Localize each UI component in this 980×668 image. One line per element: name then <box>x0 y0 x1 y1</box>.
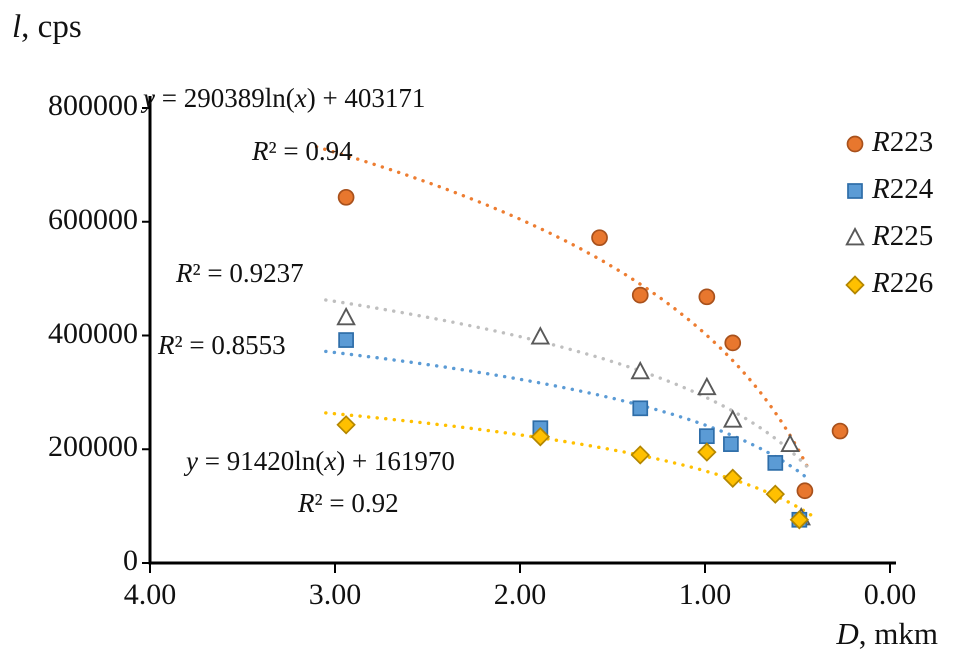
y-tick-label: 600000 <box>48 202 138 236</box>
r226-r-squared: R² = 0.92 <box>298 488 399 518</box>
y-tick-label: 200000 <box>48 430 138 464</box>
legend-item-R226: R226 <box>842 267 933 300</box>
y-tick-label: 0 <box>123 544 138 577</box>
x-tick-label: 0.00 <box>863 578 917 611</box>
legend-label-R223: R223 <box>872 126 934 158</box>
r226-equation: y = 91420ln(x) + 161970 <box>186 446 455 476</box>
series-R224 <box>338 332 808 528</box>
x-tick-label: 1.00 <box>678 578 732 611</box>
x-tick-label: 2.00 <box>493 578 547 611</box>
legend-diamond-icon <box>845 274 865 295</box>
r223-r-squared: R² = 0.94 <box>252 136 353 166</box>
y-tick-label: 800000 <box>48 89 138 122</box>
series-R226 <box>336 415 810 530</box>
axes <box>142 96 896 573</box>
trendline-R225 <box>324 298 813 472</box>
legend-label-R226: R226 <box>872 267 934 299</box>
trendlines <box>314 145 814 518</box>
x-tick-label: 4.00 <box>123 578 177 611</box>
legend: R223 R224 R225 R226 <box>842 126 933 314</box>
trendline-R226 <box>324 411 814 518</box>
legend-label-R225: R225 <box>872 220 934 252</box>
series-R223 <box>337 188 849 500</box>
r225-r-squared: R² = 0.9237 <box>176 258 304 288</box>
legend-item-R224: R224 <box>842 173 933 206</box>
legend-triangle-icon <box>845 226 865 245</box>
y-axis-title: l, cps <box>12 9 82 45</box>
legend-label-R224: R224 <box>872 173 934 205</box>
legend-item-R225: R225 <box>842 220 933 253</box>
x-axis-title: D, mkm <box>836 616 938 651</box>
x-tick-label: 3.00 <box>308 578 362 611</box>
r224-r-squared: R² = 0.8553 <box>158 330 286 360</box>
y-tick-label: 400000 <box>48 316 138 350</box>
legend-square-icon <box>847 182 863 199</box>
r223-equation: y = 290389ln(x) + 403171 <box>143 83 426 113</box>
legend-circle-icon <box>846 135 864 152</box>
legend-item-R223: R223 <box>842 126 933 159</box>
